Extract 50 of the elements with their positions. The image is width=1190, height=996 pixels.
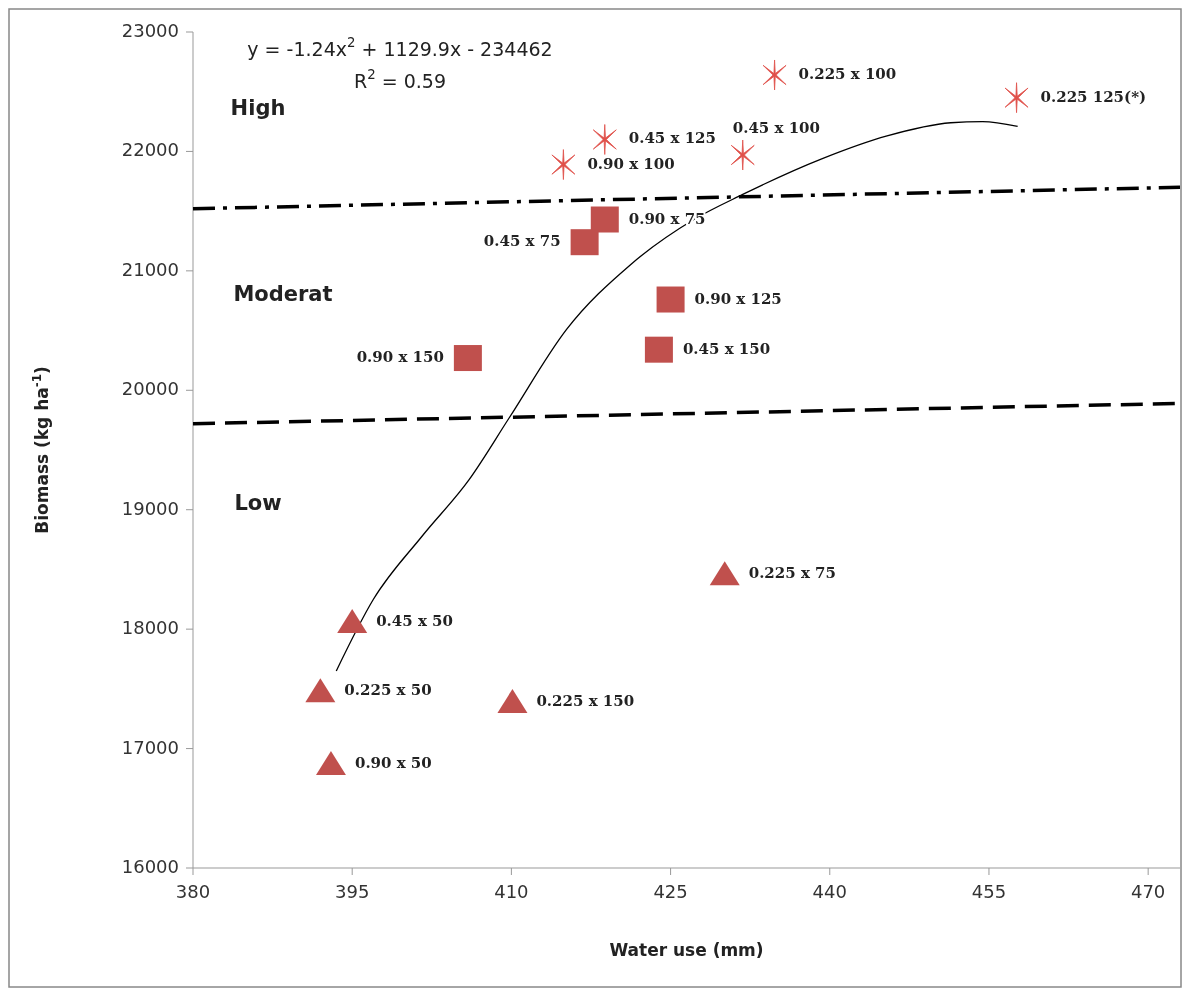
- point: [497, 688, 528, 713]
- point: [709, 561, 740, 586]
- annotation: 0.90 x 50: [354, 754, 432, 773]
- y-tick-label: 23000: [121, 20, 179, 41]
- x-tick-label: 455: [971, 881, 1007, 902]
- point: [551, 149, 576, 180]
- point: [570, 229, 599, 256]
- annotation: Moderat: [233, 282, 333, 306]
- annotation: 0.225 x 100: [798, 64, 897, 83]
- annotation: 0.90 x 100: [587, 154, 675, 173]
- annotation: 0.45 x 100: [732, 119, 820, 138]
- annotation: 0.225 125(*): [1040, 87, 1147, 106]
- point: [730, 139, 755, 171]
- x-tick-label: 470: [1130, 881, 1166, 902]
- x-axis-title: Water use (mm): [609, 940, 764, 960]
- annotation: 0.225 x 75: [748, 564, 836, 583]
- x-tick-label: 425: [653, 881, 688, 902]
- x-tick-label: 395: [335, 881, 370, 902]
- point: [305, 678, 336, 703]
- y-tick-label: 20000: [121, 378, 179, 400]
- annotation: 0.90 x 150: [356, 348, 444, 367]
- point: [1004, 82, 1029, 114]
- annotation: 0.90 x 125: [694, 289, 782, 308]
- annotation: High: [230, 96, 286, 120]
- point: [762, 59, 787, 91]
- x-tick-label: 440: [812, 881, 847, 902]
- x-tick-label: 410: [494, 881, 529, 902]
- point: [337, 608, 368, 633]
- point: [590, 206, 619, 233]
- annotation: R$^{2}$ = 0.59: [354, 66, 446, 92]
- y-tick-label: 17000: [121, 736, 179, 758]
- x-tick-label: 380: [175, 881, 211, 902]
- y-tick-label: 19000: [121, 497, 179, 519]
- point: [656, 286, 685, 313]
- annotation: 0.45 x 50: [376, 611, 453, 630]
- annotation: 0.225 x 150: [536, 691, 635, 710]
- annotation: 0.45 x 150: [682, 339, 771, 358]
- annotation: 0.45 x 75: [483, 232, 561, 251]
- y-tick-label: 21000: [121, 258, 179, 280]
- y-tick-label: 16000: [121, 856, 179, 877]
- y-tick-label: 22000: [121, 139, 179, 161]
- point: [644, 336, 673, 363]
- annotation: 0.45 x 125: [628, 129, 717, 148]
- annotation: Low: [234, 491, 282, 515]
- annotation: 0.225 x 50: [344, 681, 432, 700]
- point: [315, 751, 346, 776]
- point: [453, 345, 482, 372]
- point: [592, 124, 617, 155]
- y-tick-label: 18000: [121, 617, 179, 639]
- annotation: y = -1.24x$^{2}$ + 1129.9x - 234462: [247, 34, 553, 60]
